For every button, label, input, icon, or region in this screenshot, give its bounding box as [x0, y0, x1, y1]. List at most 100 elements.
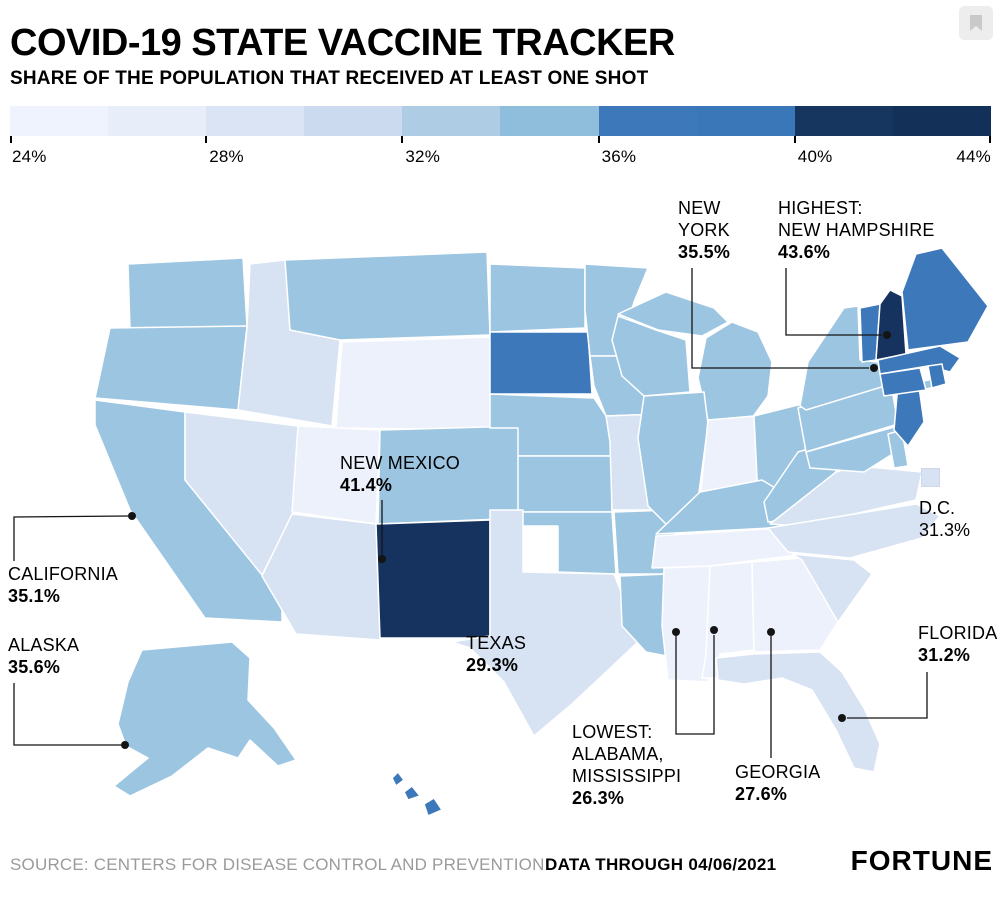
- annotation-state-name: NEW YORK: [678, 198, 730, 240]
- legend-tick: [205, 136, 208, 143]
- annotation-value: 35.5%: [678, 242, 731, 262]
- annotation-state-name: ALASKA: [8, 635, 80, 655]
- annotation-state-name: FLORIDA: [918, 623, 998, 643]
- annotation-value: 35.1%: [8, 586, 61, 606]
- state-ny: [799, 305, 899, 411]
- legend-segment: [10, 106, 109, 136]
- color-scale-legend: 24% 28% 32% 36% 40% 44%: [10, 106, 991, 170]
- annotation-state-name: GEORGIA: [735, 762, 821, 782]
- annotation-value: 41.4%: [340, 475, 393, 495]
- us-choropleth-map: [13, 247, 989, 817]
- annotation-florida: FLORIDA 31.2%: [918, 622, 998, 666]
- fortune-logo: FORTUNE: [850, 845, 993, 876]
- legend-tick-label: 24%: [12, 147, 47, 166]
- state-md: [805, 425, 903, 473]
- leader-line-alaska: [13, 683, 121, 746]
- state-fl: [715, 651, 881, 773]
- callout-dot-georgia: [767, 628, 775, 636]
- annotation-lowest-alabama-mississippi: LOWEST: ALABAMA, MISSISSIPPI 26.3%: [572, 721, 704, 809]
- leader-line-california: [13, 515, 129, 561]
- leader-line-new-hampshire: [785, 268, 882, 336]
- page-subtitle: SHARE OF THE POPULATION THAT RECEIVED AT…: [10, 68, 649, 89]
- dc-color-swatch: [921, 468, 940, 487]
- state-ga: [751, 557, 839, 653]
- state-ks: [517, 455, 613, 513]
- callout-dot-new-hampshire: [883, 331, 891, 339]
- state-ok: [517, 511, 617, 575]
- annotation-value: 43.6%: [778, 242, 831, 262]
- state-ak: [113, 641, 297, 797]
- legend-segment: [598, 106, 697, 136]
- legend-segment: [304, 106, 403, 136]
- legend-segment: [206, 106, 305, 136]
- annotation-alaska: ALASKA 35.6%: [8, 634, 128, 678]
- state-me: [901, 247, 989, 351]
- annotation-prefix: HIGHEST:: [778, 198, 863, 218]
- callout-dot-new-mexico: [378, 555, 386, 563]
- legend-tick-label: 36%: [601, 147, 637, 166]
- annotation-state-name: TEXAS: [466, 633, 527, 653]
- state-sd: [489, 331, 593, 395]
- annotation-value: 26.3%: [572, 788, 625, 808]
- source-credit: SOURCE: CENTERS FOR DISEASE CONTROL AND …: [10, 855, 545, 874]
- callout-dot-new-york: [870, 364, 878, 372]
- legend-tick: [10, 136, 12, 143]
- annotation-value: 31.3%: [919, 520, 971, 540]
- callout-dot-mississippi: [672, 628, 680, 636]
- annotation-state-name: NEW HAMPSHIRE: [778, 220, 935, 240]
- annotation-dc: D.C. 31.3%: [919, 468, 999, 541]
- annotation-value: 29.3%: [466, 655, 519, 675]
- legend-segment: [892, 106, 991, 136]
- annotation-state-name: ALABAMA, MISSISSIPPI: [572, 744, 682, 786]
- annotation-california: CALIFORNIA 35.1%: [8, 563, 148, 607]
- state-wa: [127, 257, 248, 331]
- state-ct: [879, 367, 927, 397]
- state-mt: [284, 251, 491, 341]
- annotation-highest-new-hampshire: HIGHEST: NEW HAMPSHIRE 43.6%: [778, 197, 968, 263]
- callout-dot-california: [128, 512, 136, 520]
- annotation-value: 31.2%: [918, 645, 971, 665]
- state-hi: [423, 797, 443, 817]
- legend-segment: [794, 106, 893, 136]
- annotation-value: 27.6%: [735, 784, 788, 804]
- state-nh: [875, 289, 907, 361]
- legend-tick-label: 44%: [956, 147, 991, 166]
- state-ms: [661, 565, 711, 683]
- legend-segment: [696, 106, 795, 136]
- state-hi: [403, 785, 421, 801]
- legend-tick: [989, 136, 991, 143]
- annotation-georgia: GEORGIA 27.6%: [735, 761, 855, 805]
- legend-tick: [597, 136, 600, 143]
- legend-bar: [10, 106, 991, 136]
- page-title: COVID-19 STATE VACCINE TRACKER: [10, 22, 675, 64]
- legend-segment: [402, 106, 501, 136]
- legend-tick-label: 32%: [405, 147, 441, 166]
- state-mi: [697, 321, 773, 421]
- bookmark-button[interactable]: [959, 6, 993, 40]
- data-through-date: DATA THROUGH 04/06/2021: [545, 855, 777, 874]
- legend-tick: [401, 136, 404, 143]
- state-nm: [375, 519, 491, 639]
- annotation-prefix: LOWEST:: [572, 722, 653, 742]
- legend-tick: [793, 136, 796, 143]
- annotation-state-name: D.C.: [919, 498, 955, 518]
- state-nc: [767, 503, 941, 559]
- leader-line-new-york: [691, 268, 869, 369]
- state-ri: [927, 363, 947, 389]
- annotation-state-name: NEW MEXICO: [340, 453, 461, 473]
- state-or: [94, 325, 248, 411]
- annotation-value: 35.6%: [8, 657, 61, 677]
- legend-segment: [108, 106, 207, 136]
- state-wy: [335, 336, 497, 431]
- leader-line-florida: [847, 672, 928, 719]
- state-tx: [451, 509, 641, 737]
- legend-tick-label: 40%: [797, 147, 833, 166]
- state-az: [261, 513, 381, 641]
- annotation-new-york: NEW YORK 35.5%: [678, 197, 752, 263]
- state-sc: [791, 553, 873, 623]
- legend-segment: [500, 106, 599, 136]
- annotation-state-name: CALIFORNIA: [8, 564, 119, 584]
- state-mi-upper: [617, 291, 729, 337]
- state-hi: [391, 771, 405, 787]
- leader-line-lowest-states: [675, 635, 715, 735]
